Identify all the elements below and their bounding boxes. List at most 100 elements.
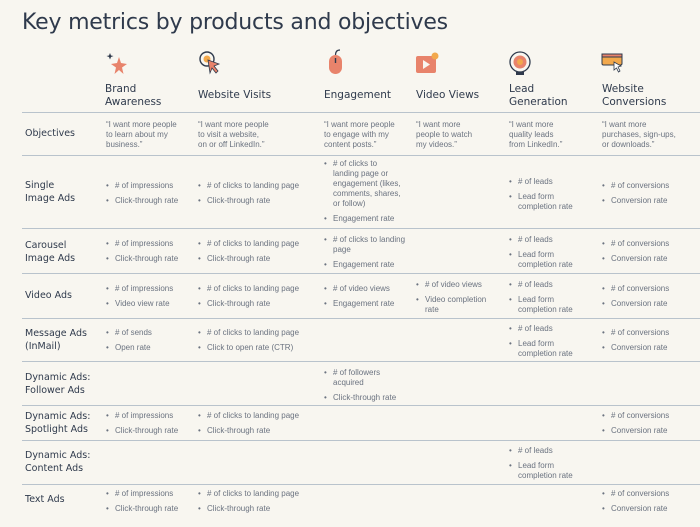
metric-item: Video completion rate [416,295,486,315]
metric-cell: # of conversions Conversion rate [602,411,669,440]
objective-quote: “I want more quality leads from LinkedIn… [509,120,563,149]
metric-cell: # of clicks to landing page Engagement ra… [324,235,405,274]
metric-cell: # of leads Lead form completion rate [509,177,573,216]
metric-item: # of leads [509,280,573,290]
metric-item: # of leads [509,324,573,334]
metric-list: # of leads Lead form completion rate [509,177,573,212]
page-title: Key metrics by products and objectives [22,10,448,35]
metric-list: # of impressions Click-through rate [106,489,178,514]
metric-list: # of clicks to landing page Click-through… [198,411,299,436]
metric-item: # of conversions [602,181,669,191]
metric-item: Click-through rate [106,426,178,436]
row-label-single-image-ads: Single Image Ads [25,180,76,204]
metric-list: # of conversions Conversion rate [602,328,669,353]
objective-quote: “I want more people to engage with my co… [324,120,395,149]
metric-list: # of clicks to landing page Engagement ra… [324,235,405,270]
metric-cell: # of video views Video completion rate [416,280,486,319]
mouse-icon [329,49,342,74]
metric-item: # of sends [106,328,152,338]
metric-list: # of video views Video completion rate [416,280,486,315]
metric-item: # of clicks to landing page or engagemen… [324,159,401,209]
metric-item: # of clicks to landing page [198,181,299,191]
metric-item: Lead form completion rate [509,339,573,359]
column-header-website-visits: Website Visits [198,89,271,102]
browser-cursor-icon [601,53,623,73]
metric-item: Click-through rate [198,299,299,309]
metric-item: Engagement rate [324,214,401,224]
metric-item: # of conversions [602,328,669,338]
metric-list: # of video views Engagement rate [324,284,394,309]
row-divider [22,318,700,319]
column-header-website-conversions: Website Conversions [602,83,666,108]
metric-item: # of conversions [602,284,669,294]
metric-cell: # of impressions Click-through rate [106,489,178,518]
column-header-label: Engagement [324,89,391,101]
metric-cell: # of conversions Conversion rate [602,284,669,313]
row-label-text-ads: Text Ads [25,494,65,505]
metric-list: # of followers acquired Click-through rat… [324,368,396,403]
metric-item: Conversion rate [602,196,669,206]
metric-item: # of clicks to landing page [198,328,299,338]
metric-item: # of clicks to landing page [198,284,299,294]
row-divider [22,228,700,229]
metric-cell: # of conversions Conversion rate [602,239,669,268]
row-label-message-ads: Message Ads (InMail) [25,328,87,352]
row-divider [22,484,700,485]
metric-cell: # of video views Engagement rate [324,284,394,313]
metric-cell: # of clicks to landing page Click-through… [198,489,299,518]
metric-item: # of video views [324,284,394,294]
metric-item: Engagement rate [324,299,394,309]
column-header-video-views: Video Views [416,89,479,102]
metric-item: Conversion rate [602,504,669,514]
metric-list: # of clicks to landing page Click-through… [198,239,299,264]
cursor-click-icon [199,51,221,75]
row-label-dynamic-spotlight-ads: Dynamic Ads: Spotlight Ads [25,411,91,435]
column-header-label: Brand Awareness [105,83,162,108]
metric-item: # of impressions [106,284,173,294]
metric-cell: # of clicks to landing page Click-through… [198,411,299,440]
metric-list: # of sends Open rate [106,328,152,353]
metric-item: # of clicks to landing page [198,239,299,249]
metric-cell: # of leads Lead form completion rate [509,446,573,485]
row-divider [22,440,700,441]
metric-item: Conversion rate [602,426,669,436]
metric-list: # of impressions Video view rate [106,284,173,309]
metric-item: Click-through rate [106,254,178,264]
column-header-engagement: Engagement [324,89,391,102]
row-label-video-ads: Video Ads [25,290,72,301]
metric-item: Open rate [106,343,152,353]
metric-cell: # of sends Open rate [106,328,152,357]
metric-list: # of clicks to landing page or engagemen… [324,159,401,224]
metric-item: Click-through rate [106,196,178,206]
metric-cell: # of conversions Conversion rate [602,328,669,357]
metric-item: # of impressions [106,411,178,421]
metric-list: # of clicks to landing page Click to open… [198,328,299,353]
metric-cell: # of impressions Click-through rate [106,239,178,268]
metric-item: Conversion rate [602,343,669,353]
row-divider [22,405,700,406]
metric-item: # of clicks to landing page [324,235,405,255]
metric-cell: # of clicks to landing page Click to open… [198,328,299,357]
metric-item: Click-through rate [198,426,299,436]
metric-cell: # of leads Lead form completion rate [509,280,573,319]
column-header-label: Website Visits [198,89,272,101]
metric-item: # of followers acquired [324,368,396,388]
target-icon [509,51,531,75]
metric-cell: # of leads Lead form completion rate [509,324,573,363]
metric-list: # of conversions Conversion rate [602,489,669,514]
metric-item: Lead form completion rate [509,461,573,481]
objective-quote: “I want more people to watch my videos.” [416,120,473,149]
metric-list: # of leads Lead form completion rate [509,235,573,270]
metric-list: # of conversions Conversion rate [602,181,669,206]
metric-item: # of impressions [106,181,178,191]
metric-item: # of clicks to landing page [198,411,299,421]
metric-item: Lead form completion rate [509,192,573,212]
objective-quote: “I want more purchases, sign-ups, or dow… [602,120,676,149]
metric-cell: # of clicks to landing page or engagemen… [324,159,401,228]
metric-cell: # of impressions Click-through rate [106,411,178,440]
metric-list: # of conversions Conversion rate [602,239,669,264]
row-label-dynamic-content-ads: Dynamic Ads: Content Ads [25,450,91,474]
row-divider [22,112,700,113]
metric-item: # of conversions [602,411,669,421]
metric-list: # of conversions Conversion rate [602,411,669,436]
